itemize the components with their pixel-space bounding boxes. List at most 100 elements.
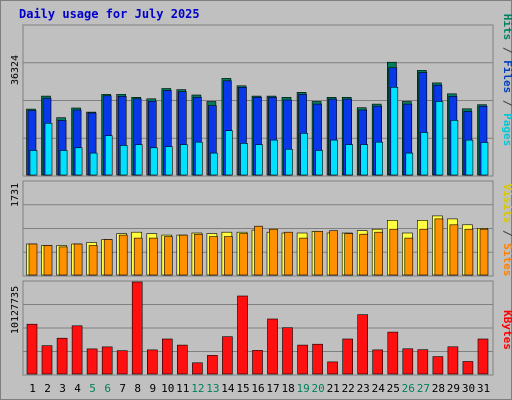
sites-bar [58, 246, 68, 276]
kbytes-bar [131, 281, 143, 375]
x-tick-label: 19 [296, 382, 309, 395]
sites-bar [209, 236, 218, 276]
pages-bar [360, 144, 369, 176]
sites-bar [449, 224, 459, 276]
x-tick-label: 6 [104, 382, 111, 395]
kbytes-bar [297, 344, 308, 375]
kbytes-bar [41, 345, 53, 375]
sites-bar [133, 237, 143, 276]
sites-bar [164, 236, 173, 276]
sites-bar [344, 233, 354, 276]
pages-bar [255, 144, 263, 176]
pages-bar [405, 152, 414, 176]
sites-bar [464, 228, 474, 276]
x-tick-label: 27 [417, 382, 430, 395]
x-tick-label: 24 [372, 382, 386, 395]
kbytes-bar [237, 295, 248, 375]
kbytes-bar [477, 338, 489, 375]
kbytes-ymax-label: 10127735 [10, 286, 21, 334]
legend-pages: Pages [501, 113, 512, 146]
sites-bar [314, 231, 323, 276]
panel-visits [22, 180, 494, 277]
pages-bar [330, 139, 338, 176]
kbytes-bar [56, 337, 68, 375]
kbytes-bar [267, 318, 278, 375]
pages-bar [210, 152, 218, 176]
sites-bar [269, 228, 278, 276]
pages-bar [465, 139, 474, 176]
sites-bar [149, 237, 158, 276]
kbytes-bar [222, 336, 233, 375]
x-tick-label: 23 [357, 382, 370, 395]
x-tick-label: 18 [281, 382, 294, 395]
panel-kbytes [22, 280, 494, 376]
kbytes-bar [417, 349, 429, 375]
kbytes-bar [162, 338, 173, 375]
sites-bar [374, 231, 384, 276]
pages-bar [74, 147, 83, 176]
kbytes-bar [342, 338, 354, 375]
pages-bar [420, 132, 429, 176]
x-tick-label: 7 [119, 382, 126, 395]
pages-bar [450, 120, 459, 176]
legend-files: Files [501, 60, 512, 93]
kbytes-bar [101, 346, 113, 375]
x-tick-label: 11 [176, 382, 189, 395]
pages-bar [390, 87, 399, 176]
sites-bar [28, 243, 38, 276]
pages-bar [59, 150, 68, 176]
pages-bar [375, 141, 384, 176]
pages-bar [104, 135, 113, 176]
legend-hits: Hits [501, 14, 512, 41]
kbytes-bar [447, 346, 459, 375]
sites-bar [118, 234, 128, 276]
x-tick-label: 3 [59, 382, 66, 395]
kbytes-bar [357, 314, 369, 375]
pages-bar [345, 144, 354, 176]
x-tick-label: 12 [191, 382, 204, 395]
x-tick-label: 8 [134, 382, 141, 395]
sites-bar [254, 225, 263, 276]
x-tick-label: 1 [29, 382, 36, 395]
pages-bar [44, 123, 53, 176]
sites-bar [434, 218, 444, 276]
x-tick-label: 30 [462, 382, 475, 395]
pages-bar [150, 147, 158, 176]
x-tick-label: 31 [477, 382, 490, 395]
sites-bar [479, 228, 489, 276]
x-tick-label: 28 [432, 382, 445, 395]
legend-sites-visits: Visits / Sites [501, 184, 512, 277]
pages-bar [270, 139, 278, 176]
x-tick-label: 22 [342, 382, 355, 395]
kbytes-bar [192, 362, 203, 375]
kbytes-bar [86, 348, 98, 375]
kbytes-bar [71, 325, 83, 375]
sites-bar [103, 239, 113, 276]
x-tick-label: 20 [311, 382, 324, 395]
kbytes-bar [147, 349, 158, 375]
x-tick-label: 2 [44, 382, 51, 395]
x-tick-label: 4 [74, 382, 81, 395]
legend-visits: Visits [501, 184, 512, 224]
kbytes-bar [402, 348, 414, 375]
x-tick-label: 21 [327, 382, 340, 395]
kbytes-bar [207, 355, 218, 375]
x-tick-label: 29 [447, 382, 460, 395]
sites-bar [239, 233, 248, 276]
legend-kbytes: KBytes [501, 310, 512, 350]
x-tick-label: 14 [221, 382, 235, 395]
sites-bar [284, 231, 293, 276]
kbytes-bar [372, 349, 384, 375]
svg-text:Hits / Files: Hits / Files / Pages [501, 14, 512, 147]
sites-bar [419, 228, 429, 276]
x-tick-label: 25 [387, 382, 400, 395]
pages-bar [165, 146, 173, 176]
pages-bar [480, 142, 489, 176]
sites-bar [224, 236, 233, 276]
sites-bar [329, 230, 338, 276]
pages-bar [29, 150, 38, 176]
x-tick-label: 16 [251, 382, 264, 395]
pages-bar [225, 130, 233, 176]
kbytes-bar [387, 331, 399, 375]
